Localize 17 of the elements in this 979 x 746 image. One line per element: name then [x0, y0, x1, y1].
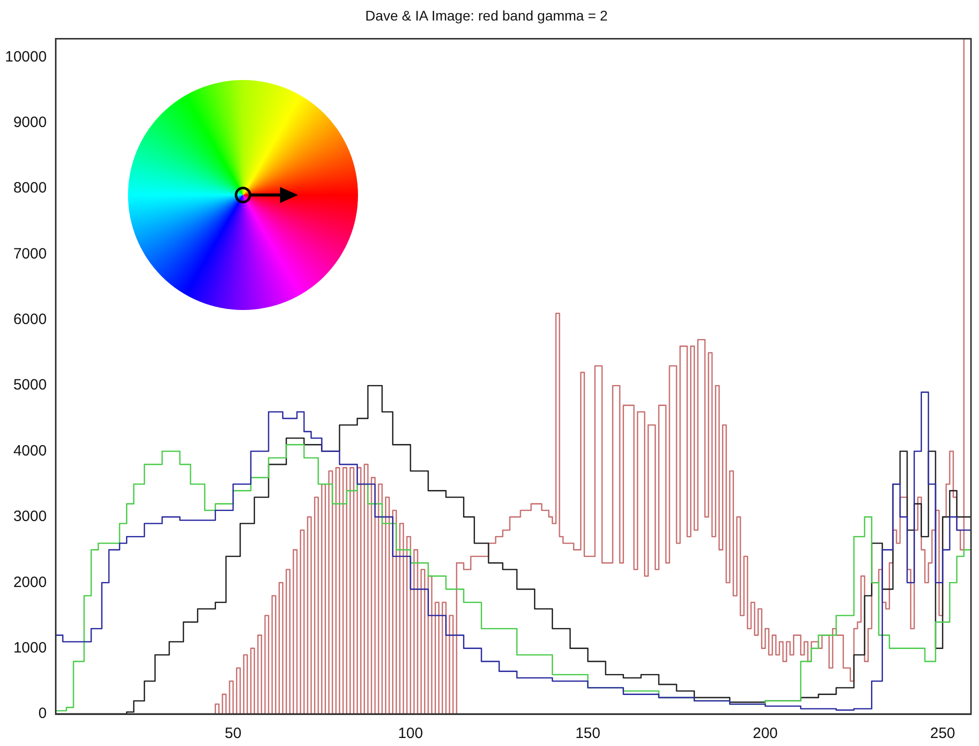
y-tick-label: 6000 — [13, 311, 47, 328]
y-tick-label: 10000 — [4, 48, 47, 66]
y-tick-label: 9000 — [13, 114, 47, 132]
y-tick-label: 8000 — [13, 180, 47, 197]
x-tick-label: 100 — [398, 725, 423, 742]
y-tick-label: 1000 — [13, 639, 47, 656]
x-tick-label: 200 — [752, 725, 778, 742]
y-tick-label: 3000 — [13, 508, 47, 526]
y-tick-label: 2000 — [13, 574, 47, 591]
x-tick-label: 150 — [575, 725, 600, 742]
y-tick-label: 5000 — [13, 376, 47, 394]
y-tick-label: 0 — [38, 705, 47, 722]
y-tick-label: 7000 — [13, 245, 47, 262]
x-tick-label: 250 — [930, 725, 956, 742]
y-tick-label: 4000 — [13, 442, 47, 460]
chart-title: Dave & IA Image: red band gamma = 2 — [365, 7, 608, 24]
x-tick-label: 50 — [224, 725, 242, 742]
